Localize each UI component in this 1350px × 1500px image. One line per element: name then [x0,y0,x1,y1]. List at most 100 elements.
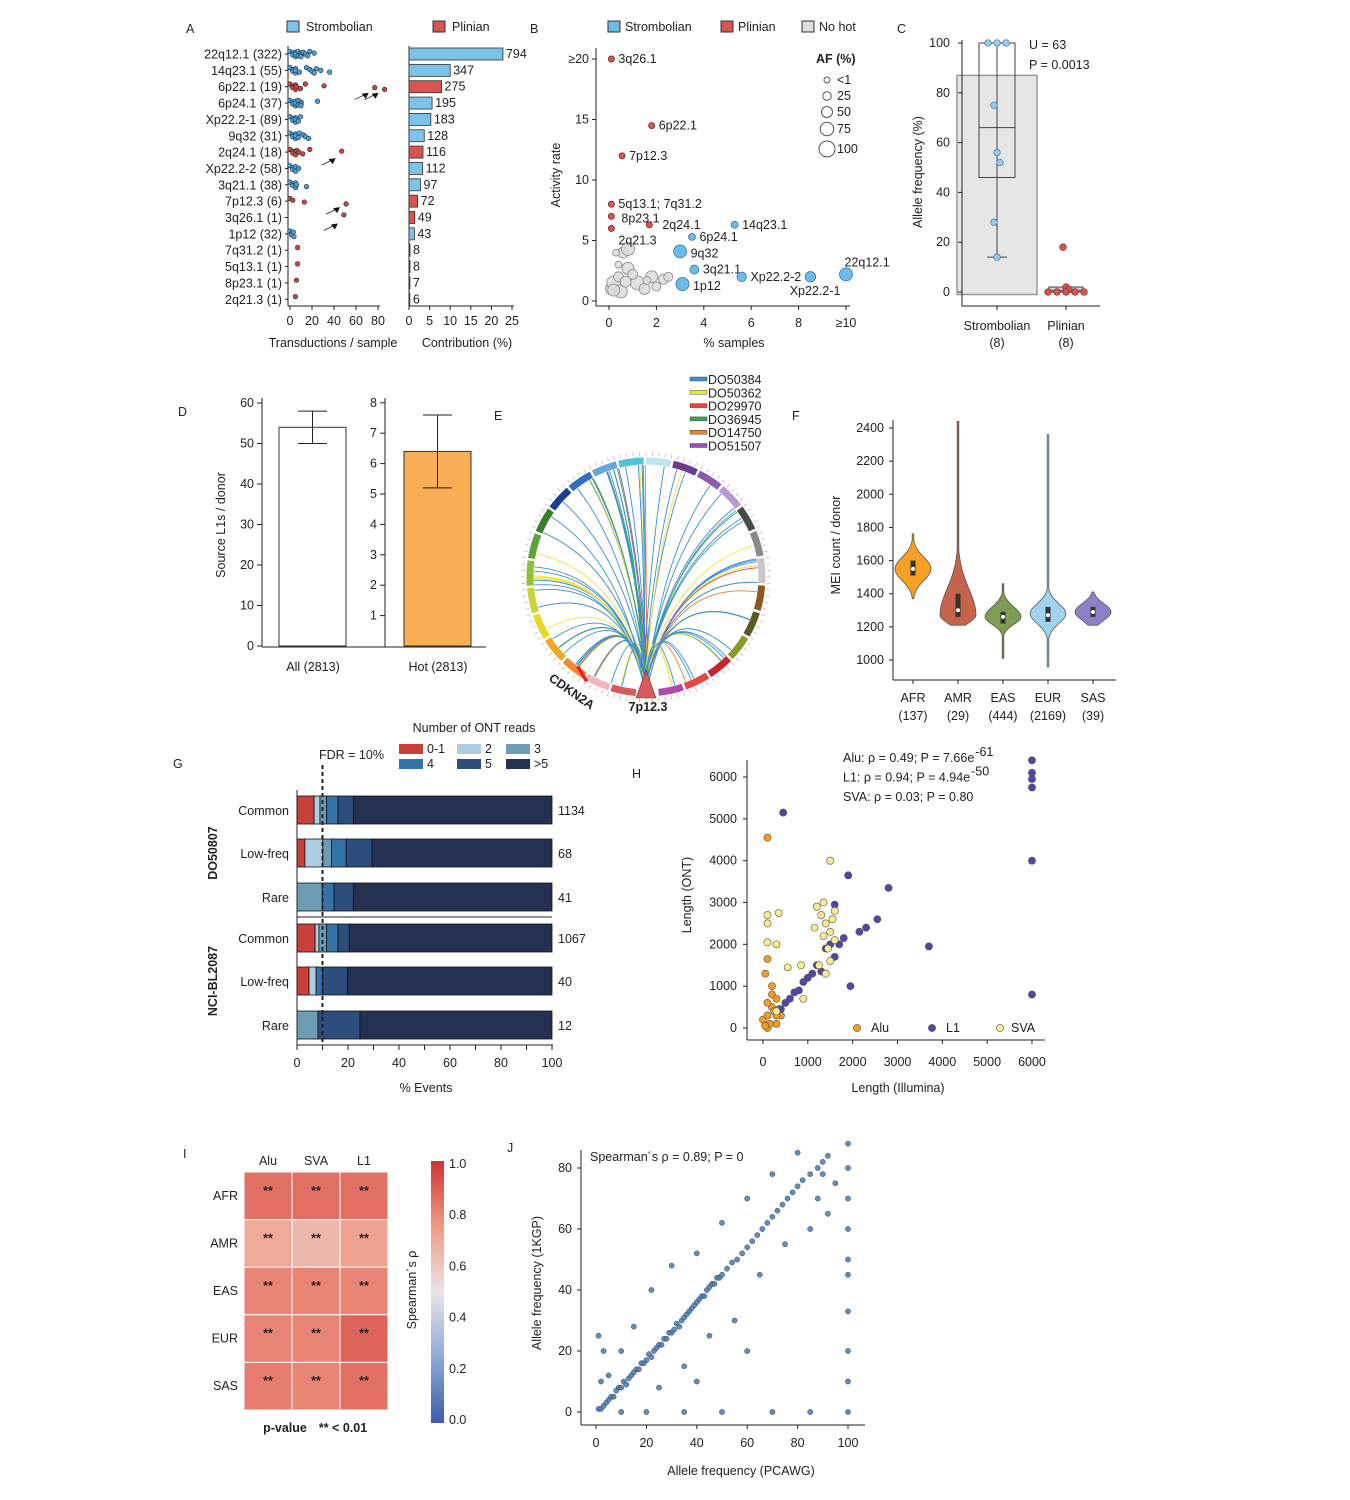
tick-label: 3 [370,548,377,562]
tick-label: 4000 [928,1055,956,1069]
ideogram-tick [548,652,553,656]
chromosome-segment [696,470,722,490]
row-label: Xp22.2-2 (58) [206,162,282,176]
bar [408,292,411,306]
bar-segment [317,1010,361,1040]
legend-label: DO36945 [708,413,762,427]
legend-swatch [689,376,708,382]
data-point-l1 [1028,775,1036,784]
bar-segment [304,838,324,868]
point-label: 5q13.1; 7q31.2 [618,197,701,211]
data-point [327,69,333,75]
data-point [658,1342,665,1348]
data-point [600,1348,607,1354]
chord [642,466,665,683]
data-point-alu [761,969,770,978]
median-dot [1091,609,1095,614]
data-point [774,1207,781,1214]
data-point [729,1259,735,1266]
median-dot [1046,613,1050,618]
point-label: Xp22.2-2 [750,270,801,284]
bar-value: 794 [506,47,527,61]
chromosome-segment [645,457,672,468]
chord [644,464,648,683]
ideogram-tick [689,460,692,465]
legend-swatch [432,20,446,33]
tick-label: 6 [370,457,377,471]
tick-label: 1000 [856,653,884,667]
ideogram-tick [750,514,755,517]
data-point-sva [797,961,806,970]
heatmap-cell [291,1361,341,1411]
ideogram-tick [523,601,528,604]
data-point-sva [819,898,828,907]
bubble-plinian [607,224,615,232]
data-point [794,1149,801,1156]
bubble-strombolian [736,271,747,282]
data-point [1080,288,1088,296]
data-point-l1 [1028,756,1036,765]
heatmap-cell [339,1266,389,1316]
column-label: L1 [357,1154,371,1168]
data-point [832,1180,839,1187]
data-point [295,118,301,124]
data-point-sva [772,940,781,949]
tick-label: 40 [240,477,254,491]
point-label: 7p12.3 [629,149,667,163]
panel-letter: A [186,22,195,36]
legend-label: Plinian [452,20,490,34]
colorbar-tick: 0.8 [449,1208,466,1222]
data-point [731,1317,738,1324]
tick-label: 7 [370,426,377,440]
data-point-sva [817,911,826,919]
colorbar-tick: 1.0 [449,1157,466,1171]
data-point-l1 [839,934,848,942]
group-n: (444) [988,709,1017,723]
legend-label: DO50384 [708,373,762,387]
bar [408,260,411,273]
heatmap-cell [339,1219,389,1268]
bar-segment [322,966,348,996]
iqr-box [955,593,961,617]
chord [551,516,644,683]
legend-swatch [689,416,708,422]
data-point-sva [821,969,830,978]
category-label: All (2813) [286,660,340,674]
tick-label: 5000 [709,812,737,826]
data-point [719,1409,725,1415]
data-point [993,253,1001,261]
chromosome-segment [527,587,539,614]
chord [533,575,645,683]
size-legend-title: AF (%) [816,52,856,66]
bar-value: 8 [413,243,420,257]
heatmap-cell [339,1361,389,1411]
data-point [990,101,998,109]
bar [408,178,421,192]
y-axis-label: MEI count / donor [829,496,843,595]
data-point [769,1171,776,1177]
legend-swatch [689,390,708,395]
data-point [749,1238,756,1245]
stat-exponent: -50 [971,765,989,779]
bar-segment [359,1010,553,1040]
data-point-l1 [855,927,864,936]
row-label: Common [238,804,289,818]
violin [939,420,977,626]
bubble-no-hot [627,268,639,280]
tick-label: 80 [791,1436,805,1450]
data-point [306,135,312,142]
data-point [984,39,992,47]
data-point [1002,39,1010,47]
tick-label: 5 [426,314,433,328]
legend-swatch [607,20,621,33]
row-label: 9q32 (31) [228,129,282,143]
bar-segment [296,1010,319,1040]
row-label: Xp22.2-1 (89) [206,113,282,127]
stat-annotation: SVA: ρ = 0.03; P = 0.80 [843,790,973,804]
ideogram-tick [689,689,692,694]
median-dot [956,608,960,613]
tick-label: 80 [494,1056,508,1070]
legend-title: Number of ONT reads [413,721,536,735]
colorbar-tick: 0.6 [449,1259,466,1273]
data-point [845,1271,851,1278]
